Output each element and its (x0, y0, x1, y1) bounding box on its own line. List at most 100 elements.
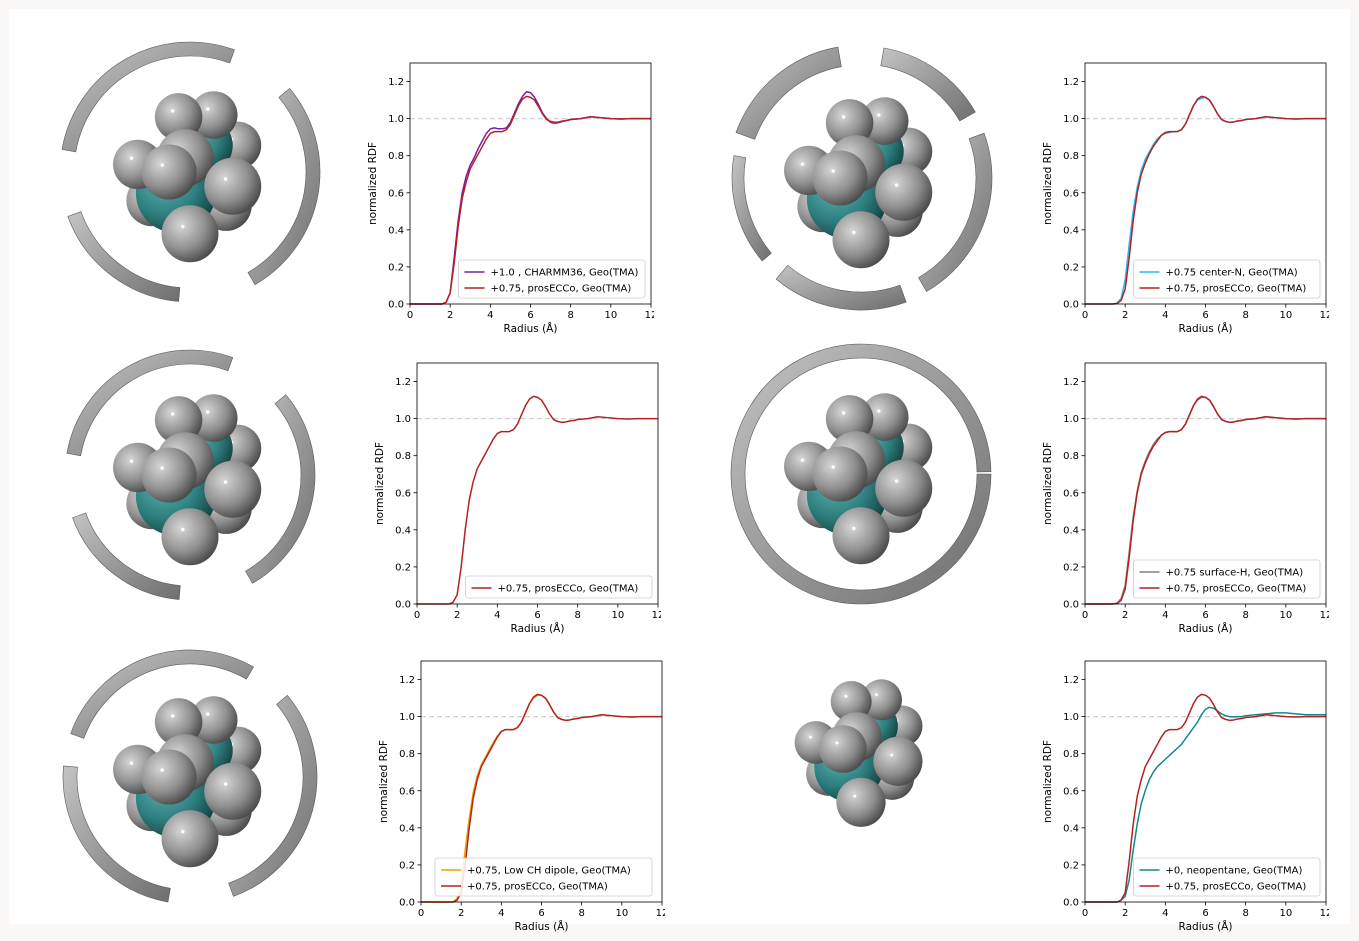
x-tick-label: 2 (458, 908, 464, 919)
x-tick-label: 4 (498, 908, 504, 919)
atom-highlight (181, 829, 185, 834)
legend-box (1133, 259, 1321, 299)
y-tick-label: 1.0 (388, 114, 404, 125)
series-line-1 (417, 395, 658, 605)
hydrogen-atom (161, 205, 219, 263)
molecule (784, 393, 933, 565)
legend-label: +0.75 surface-H, Geo(TMA) (1166, 568, 1304, 579)
y-axis-label: normalized RDF (1042, 740, 1054, 823)
y-tick-label: 0.8 (395, 451, 411, 462)
atom-highlight (831, 465, 835, 469)
molecule (113, 91, 262, 263)
solvent-isosurface (918, 132, 993, 292)
y-axis-label: normalized RDF (1042, 142, 1054, 225)
atom-highlight (223, 480, 228, 484)
atom-highlight (874, 693, 878, 697)
atom-highlight (170, 714, 175, 718)
legend-label: +0.75, prosECCo, Geo(TMA) (1166, 882, 1307, 893)
x-tick-label: 8 (1242, 908, 1248, 919)
y-tick-label: 1.2 (399, 675, 415, 686)
hydrogen-atom (154, 93, 203, 141)
y-tick-label: 1.0 (1063, 114, 1079, 125)
y-axis-label: normalized RDF (378, 740, 390, 823)
solvent-isosurface (880, 47, 976, 122)
atom-highlight (160, 466, 164, 470)
isosurface-group (61, 41, 321, 302)
y-axis-label: normalized RDF (367, 142, 379, 225)
x-tick-label: 2 (1122, 310, 1128, 321)
molecule-render-1 (55, 37, 325, 307)
hydrogen-atom (141, 144, 197, 200)
hydrogen-atom (861, 393, 909, 441)
x-axis-label: Radius (Å) (1179, 622, 1233, 635)
x-axis-label: Radius (Å) (1179, 920, 1233, 933)
atom-highlight (877, 409, 881, 413)
atom-highlight (841, 411, 846, 415)
legend: +0, neopentane, Geo(TMA) +0.75, prosECCo,… (1133, 857, 1321, 897)
legend: +1.0 , CHARMM36, Geo(TMA) +0.75, prosECCo… (458, 259, 646, 299)
hydrogen-atom (141, 749, 197, 805)
x-tick-label: 2 (447, 310, 453, 321)
x-tick-label: 10 (604, 310, 617, 321)
plot-area (417, 363, 658, 604)
series-line-2 (421, 693, 662, 903)
rdf-chart-6: 0 2 4 6 8 10 12 0.0 0.2 0.4 0.6 0.8 1.0 1.2 Radius (Å)… (1029, 647, 1332, 937)
x-tick-label: 6 (527, 310, 533, 321)
y-axis-label: normalized RDF (374, 442, 386, 525)
y-tick-label: 0.0 (395, 600, 411, 611)
x-tick-label: 6 (538, 908, 544, 919)
legend-label: +0.75, prosECCo, Geo(TMA) (491, 284, 632, 295)
y-tick-label: 0.4 (1063, 525, 1079, 536)
x-axis-label: Radius (Å) (504, 322, 558, 335)
hydrogen-atom (190, 91, 238, 139)
x-axis-label: Radius (Å) (1179, 322, 1233, 335)
solvent-isosurface (735, 46, 842, 140)
y-tick-label: 0.8 (1063, 451, 1079, 462)
y-tick-label: 0.0 (399, 898, 415, 909)
molecule-render-4 (721, 339, 1001, 609)
y-tick-label: 0.4 (395, 525, 411, 536)
atom-highlight (835, 741, 839, 745)
isosurface-group (731, 46, 993, 311)
rdf-chart-2: 0 2 4 6 8 10 12 0.0 0.2 0.4 0.6 0.8 1.0 1.2 Radius (Å)… (1029, 49, 1332, 339)
x-tick-label: 2 (1122, 610, 1128, 621)
solvent-isosurface (730, 343, 992, 605)
hydrogen-atom (154, 396, 203, 444)
figure-canvas: 0 2 4 6 8 10 12 0.0 0.2 0.4 0.6 0.8 1.0 1.2 Radius (Å)… (9, 9, 1350, 933)
legend-label: +0.75, Low CH dipole, Geo(TMA) (467, 866, 631, 877)
x-tick-label: 8 (1242, 310, 1248, 321)
y-tick-label: 0.6 (388, 188, 404, 199)
atom-highlight (129, 459, 134, 463)
hydrogen-atom (832, 507, 890, 565)
x-tick-label: 8 (1242, 610, 1248, 621)
solvent-isosurface (775, 264, 907, 311)
x-tick-label: 8 (574, 610, 580, 621)
atom-highlight (129, 761, 134, 765)
solvent-isosurface (731, 155, 772, 262)
hydrogen-atom (190, 696, 238, 744)
legend-box (1133, 857, 1321, 897)
x-tick-label: 0 (414, 610, 420, 621)
legend: +0.75, prosECCo, Geo(TMA) (465, 575, 653, 599)
atom-highlight (160, 768, 164, 772)
x-tick-label: 8 (567, 310, 573, 321)
hydrogen-atom (154, 698, 203, 746)
hydrogen-atom (875, 163, 933, 221)
y-tick-label: 1.0 (399, 712, 415, 723)
series-line-2 (1085, 395, 1326, 605)
x-tick-label: 12 (645, 310, 654, 321)
legend-label: +0.75, prosECCo, Geo(TMA) (498, 584, 639, 595)
rdf-chart-4: 0 2 4 6 8 10 12 0.0 0.2 0.4 0.6 0.8 1.0 1.2 Radius (Å)… (1029, 349, 1332, 639)
atom-highlight (894, 479, 899, 483)
molecule-render-2 (721, 43, 1001, 313)
atom-highlight (129, 156, 134, 160)
hydrogen-atom (141, 447, 197, 503)
y-tick-label: 1.0 (395, 414, 411, 425)
y-tick-label: 1.0 (1063, 414, 1079, 425)
hydrogen-atom (861, 679, 902, 721)
molecule (784, 97, 933, 269)
hydrogen-atom (204, 460, 262, 518)
x-tick-label: 6 (534, 610, 540, 621)
isosurface-group (730, 343, 992, 605)
y-tick-label: 0.4 (1063, 225, 1079, 236)
